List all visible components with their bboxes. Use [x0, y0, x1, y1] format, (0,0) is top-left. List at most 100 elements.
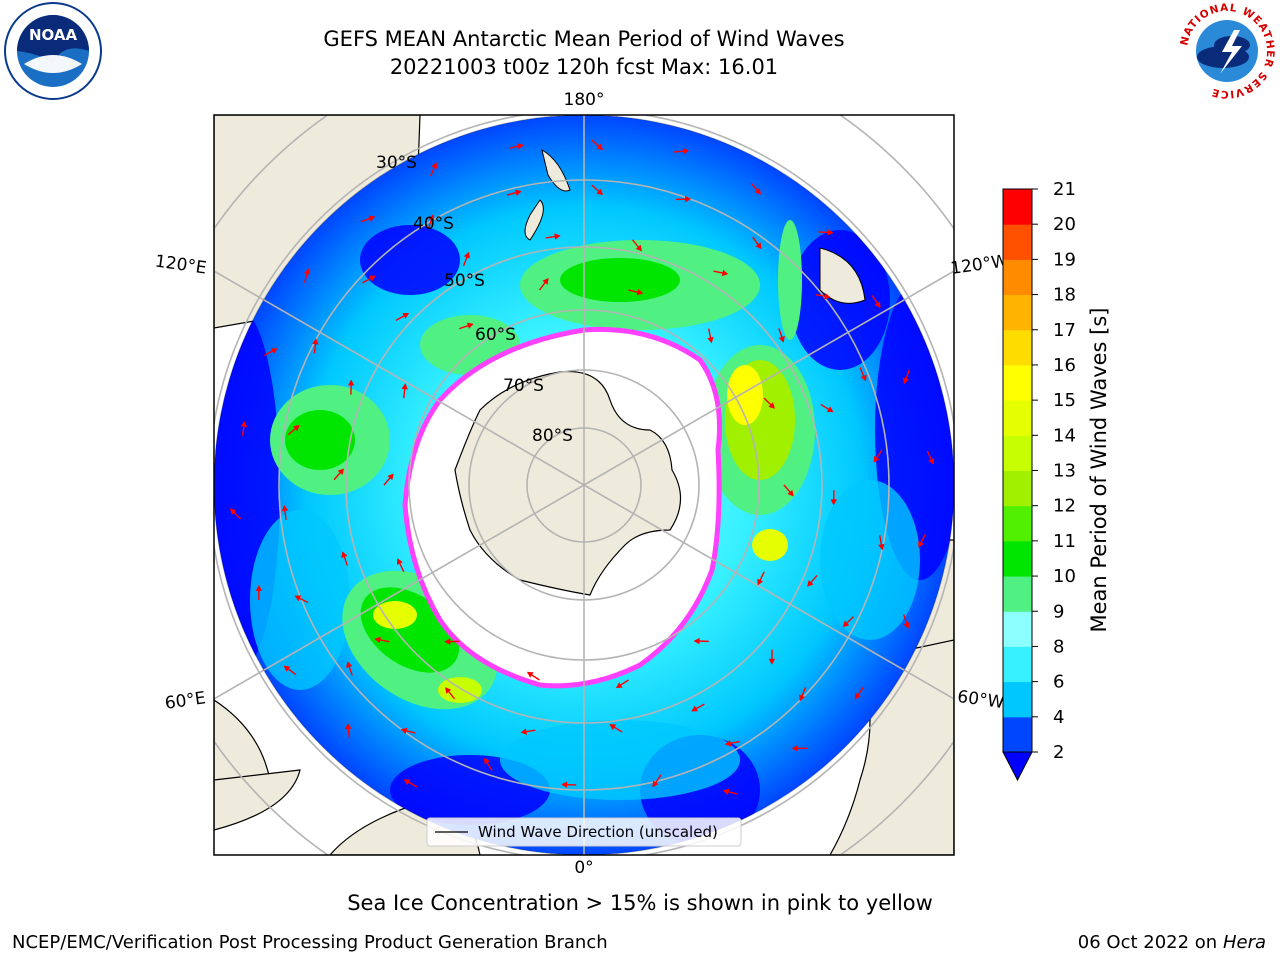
colorbar-segment: [1003, 681, 1032, 718]
map-border: [213, 114, 955, 856]
colorbar-tick-label: 20: [1053, 214, 1076, 235]
wind-wave-arrow-head: [403, 779, 411, 786]
footer-machine: Hera: [1222, 932, 1266, 953]
wind-wave-arrow-head: [240, 420, 248, 428]
wind-wave-arrow-head: [445, 687, 452, 694]
colorbar-segment: [1003, 576, 1032, 612]
wind-wave-arrow-head: [682, 147, 690, 155]
wind-wave-arrow-head: [514, 189, 522, 196]
lon-label-120e: 120°E: [154, 252, 208, 279]
footer-credit: NCEP/EMC/Verification Post Processing Pr…: [12, 932, 608, 953]
colorbar-segment: [1003, 294, 1032, 331]
wind-wave-arrow-head: [229, 508, 237, 515]
colorbar-segment: [1003, 364, 1032, 401]
wind-wave-arrow-head: [721, 269, 729, 277]
wind-wave-arrow-head: [270, 348, 278, 355]
wind-wave-arrow-head: [341, 551, 348, 558]
wind-wave-arrow-head: [281, 505, 289, 512]
colorbar-tick-label: 21: [1053, 179, 1076, 200]
wind-wave-arrow-head: [691, 705, 699, 712]
wind-wave-arrow-head: [854, 692, 861, 700]
wind-wave-arrow-head: [768, 402, 775, 409]
wind-wave-arrow-head: [431, 162, 438, 169]
wind-wave-arrow-head: [928, 457, 935, 465]
wind-wave-arrow-head: [283, 665, 291, 672]
colorbar-tick-label: 12: [1053, 496, 1076, 517]
colorbar-tick-label: 6: [1053, 672, 1064, 693]
wind-wave-arrow-head: [768, 658, 776, 665]
wind-wave-arrow-head: [255, 585, 263, 591]
wind-wave-arrow-head: [878, 543, 885, 551]
wind-wave-arrow-head: [903, 622, 910, 629]
wind-wave-arrow-head: [294, 595, 302, 602]
wind-wave-arrow-head: [520, 728, 527, 735]
legend-label: Wind Wave Direction (unscaled): [478, 823, 718, 841]
nws-logo-icon: NATIONAL WEATHER SERVICE: [1178, 2, 1275, 100]
wind-wave-arrow-head: [428, 214, 435, 221]
wind-wave-arrow-head: [707, 336, 714, 344]
colorbar-tick-label: 15: [1053, 390, 1076, 411]
colorbar-segment: [1003, 400, 1032, 436]
map-title: GEFS MEAN Antarctic Mean Period of Wind …: [323, 27, 845, 51]
wind-wave-arrow-head: [303, 268, 311, 275]
wind-wave-arrow-head: [824, 292, 831, 300]
wind-wave-arrow-head: [387, 473, 394, 481]
colorbar-segment: [1003, 611, 1032, 647]
wind-wave-arrow-head: [346, 661, 353, 668]
wind-wave-arrow-head: [635, 244, 642, 252]
lat-label-30s: 30°S: [376, 153, 417, 173]
wind-wave-arrow-head: [542, 278, 549, 285]
wind-wave-arrow-head: [374, 636, 381, 644]
colorbar-tick-label: 17: [1053, 320, 1076, 341]
colorbar-tick-label: 19: [1053, 249, 1076, 270]
wind-wave-arrow-head: [799, 694, 806, 702]
wind-wave-arrow-head: [312, 338, 319, 345]
footer-date: 06 Oct 2022 on Hera: [1078, 932, 1266, 953]
colorbar-segment: [1003, 716, 1032, 753]
lat-label-80s: 80°S: [532, 426, 573, 446]
lat-label-70s: 70°S: [503, 376, 544, 396]
colorbar: 2 4 6 8 9 10 11 12 13 14 15 16 17 18 19 20 21: [1002, 179, 1076, 782]
colorbar-segment: [1003, 435, 1032, 471]
colorbar-segment: [1003, 646, 1032, 683]
wind-wave-arrow-head: [724, 740, 732, 747]
map-subtitle: 20221003 t00z 120h fcst Max: 16.01: [389, 55, 779, 79]
wind-wave-arrow-head: [484, 757, 490, 765]
wind-wave-arrow-head: [787, 489, 794, 497]
colorbar-tick-label: 2: [1053, 742, 1064, 763]
colorbar-tick-label: 13: [1053, 461, 1076, 482]
noaa-logo-text: NOAA: [29, 26, 78, 44]
colorbar-tick-label: 11: [1053, 531, 1076, 552]
wind-wave-arrow-head: [903, 377, 910, 385]
wind-wave-arrow-head: [463, 251, 470, 259]
colorbar-segment: [1003, 470, 1032, 507]
colorbar-segment: [1003, 189, 1032, 225]
sea-ice-caption: Sea Ice Concentration > 15% is shown in …: [347, 891, 933, 915]
wind-wave-arrow-head: [369, 275, 376, 282]
wind-wave-arrow-head: [827, 229, 834, 236]
wind-wave-arrow-head: [368, 215, 376, 222]
wind-wave-arrow-head: [874, 301, 881, 309]
arrow-legend: Wind Wave Direction (unscaled): [426, 817, 742, 847]
wind-wave-arrow-head: [860, 374, 867, 382]
wind-wave-arrow-head: [401, 383, 408, 390]
wind-wave-arrow-head: [754, 187, 762, 195]
wind-wave-arrow-head: [561, 781, 568, 788]
wind-wave-arrow-head: [337, 468, 344, 476]
wind-wave-arrow-head: [517, 143, 524, 150]
wind-wave-arrow-head: [596, 143, 604, 151]
colorbar-label: Mean Period of Wind Waves [s]: [1087, 308, 1111, 633]
wind-wave-arrow-head: [791, 745, 798, 752]
lon-label-0: 0°: [574, 858, 593, 878]
wind-wave-arrow-head: [402, 313, 410, 319]
graticule: [214, 115, 954, 855]
wind-wave-arrow-head: [466, 322, 474, 329]
wind-wave-arrow-head: [757, 578, 764, 586]
wind-wave-arrow-head: [873, 455, 880, 463]
antarctica-landmass: [454, 370, 682, 596]
colorbar-tick-label: 18: [1053, 285, 1076, 306]
wind-wave-arrow-head: [755, 242, 762, 250]
wind-wave-arrow-head: [345, 723, 352, 730]
colorbar-tick-label: 14: [1053, 425, 1076, 446]
